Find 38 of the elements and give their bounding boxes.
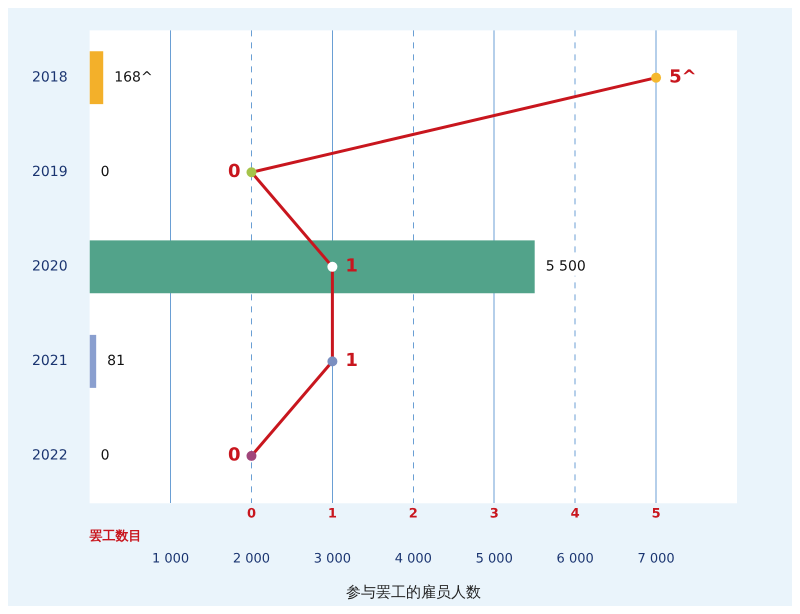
x-tick-label: 3 000 [314, 552, 351, 567]
data-label: 81 [107, 353, 126, 369]
x-tick-label: 1 000 [152, 552, 190, 567]
bar [90, 51, 104, 104]
x2-axis-title: 罢工数目 [88, 528, 142, 544]
data-label: 168^ [114, 69, 153, 86]
data-label: 1 [345, 350, 358, 372]
point [651, 72, 662, 83]
x-tick-label: 6 000 [556, 552, 594, 567]
y-tick-label: 2020 [32, 258, 68, 274]
point [327, 262, 338, 272]
x-tick-label: 2 000 [232, 552, 270, 567]
data-label: 5^ [669, 66, 697, 88]
data-label: 5 500 [546, 258, 586, 274]
x-tick-label: 4 000 [394, 552, 432, 567]
point [327, 356, 338, 366]
x2-tick-label: 0 [246, 506, 256, 522]
data-label: 0 [228, 160, 240, 182]
point [246, 167, 256, 178]
x2-tick-label: 1 [328, 506, 337, 522]
x2-tick-label: 4 [570, 506, 580, 522]
x2-tick-label: 5 [652, 506, 661, 522]
y-tick-label: 2019 [32, 164, 68, 180]
x-tick-label: 7 000 [637, 552, 675, 567]
x-axis-title: 参与罢工的雇员人数 [346, 582, 481, 601]
x2-tick-label: 2 [408, 506, 418, 522]
data-label: 0 [228, 444, 240, 466]
y-tick-label: 2022 [32, 448, 68, 464]
y-tick-label: 2018 [32, 69, 68, 86]
bar [90, 334, 96, 388]
x2-tick-label: 3 [490, 506, 499, 522]
bar [90, 240, 535, 294]
x-tick-label: 5 000 [476, 552, 513, 567]
data-label: 0 [100, 448, 110, 464]
data-label: 1 [345, 255, 358, 276]
data-label: 0 [100, 164, 110, 180]
point [246, 450, 256, 461]
y-tick-label: 2021 [32, 353, 68, 369]
